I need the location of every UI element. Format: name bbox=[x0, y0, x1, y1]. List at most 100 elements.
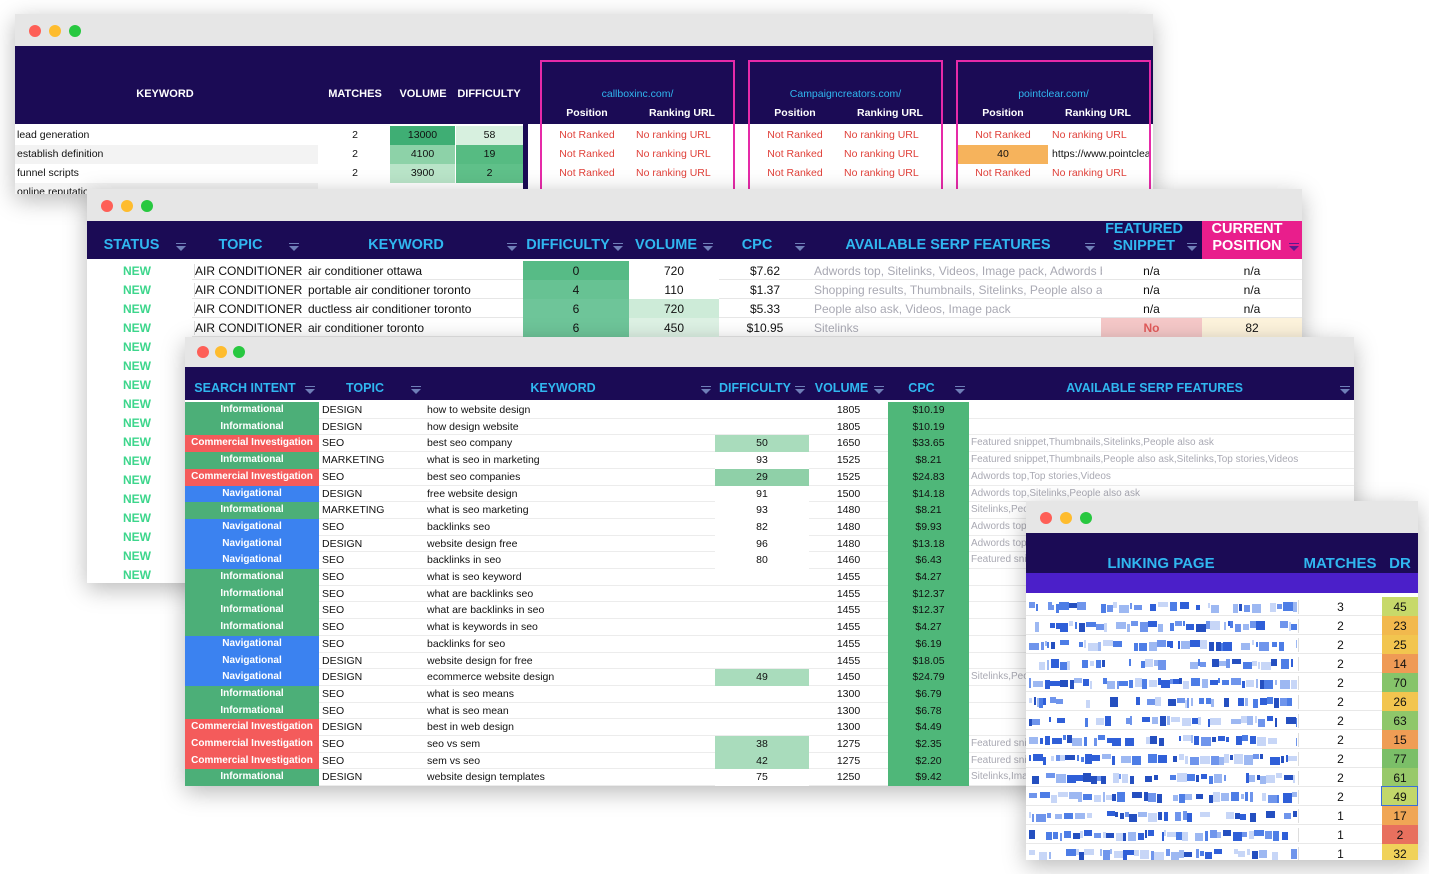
filter-icon[interactable] bbox=[289, 246, 299, 251]
linking-page-url-redacted[interactable] bbox=[1029, 849, 1297, 860]
linking-page-url-redacted[interactable] bbox=[1029, 678, 1297, 689]
difficulty-header[interactable]: DIFFICULTY bbox=[719, 381, 791, 395]
intent-cell[interactable]: Informational bbox=[220, 604, 284, 615]
linking-page-url-redacted[interactable] bbox=[1029, 659, 1297, 670]
intent-cell[interactable]: Informational bbox=[220, 504, 284, 515]
intent-cell[interactable]: Informational bbox=[220, 404, 284, 415]
matches-header[interactable]: MATCHES bbox=[328, 88, 382, 100]
filter-icon[interactable] bbox=[1085, 246, 1095, 251]
featured-snippet-header[interactable]: FEATURED bbox=[1105, 221, 1183, 237]
keyword-cell[interactable]: best seo company bbox=[427, 437, 513, 449]
serp-features-header[interactable]: AVAILABLE SERP FEATURES bbox=[1066, 381, 1243, 395]
ranking-url-cell[interactable]: https://www.pointclear.com/ bbox=[1052, 148, 1149, 160]
intent-cell[interactable]: Navigational bbox=[222, 521, 282, 532]
maximize-icon[interactable] bbox=[141, 200, 153, 212]
keyword-cell[interactable]: lead generation bbox=[17, 129, 90, 141]
intent-cell[interactable]: Navigational bbox=[222, 554, 282, 565]
intent-cell[interactable]: Navigational bbox=[222, 488, 282, 499]
keyword-cell[interactable]: what is seo mean bbox=[427, 705, 509, 717]
intent-cell[interactable]: Navigational bbox=[222, 671, 282, 682]
difficulty-header[interactable]: DIFFICULTY bbox=[526, 237, 610, 253]
keyword-cell[interactable]: best seo companies bbox=[427, 471, 521, 483]
filter-icon[interactable] bbox=[701, 389, 711, 394]
maximize-icon[interactable] bbox=[1080, 512, 1092, 524]
competitor-domain[interactable]: pointclear.com/ bbox=[1018, 88, 1089, 100]
position-header[interactable]: Position bbox=[774, 107, 816, 119]
linking-page-url-redacted[interactable] bbox=[1029, 830, 1297, 841]
intent-cell[interactable]: Informational bbox=[220, 621, 284, 632]
keyword-cell[interactable]: website design templates bbox=[427, 771, 545, 783]
keyword-cell[interactable]: seo vs sem bbox=[427, 738, 481, 750]
competitor-domain[interactable]: callboxinc.com/ bbox=[601, 88, 674, 100]
filter-icon[interactable] bbox=[703, 246, 713, 251]
linking-page-url-redacted[interactable] bbox=[1029, 735, 1297, 746]
current-position-header[interactable]: CURRENT bbox=[1211, 221, 1283, 237]
intent-cell[interactable]: Informational bbox=[220, 588, 284, 599]
keyword-cell[interactable]: best in web design bbox=[427, 721, 514, 733]
minimize-icon[interactable] bbox=[121, 200, 133, 212]
keyword-cell[interactable]: what is seo means bbox=[427, 688, 514, 700]
status-header[interactable]: STATUS bbox=[103, 237, 160, 253]
filter-icon[interactable] bbox=[1289, 246, 1299, 251]
intent-cell[interactable]: Commercial Investigation bbox=[191, 471, 313, 482]
serp-features-header[interactable]: AVAILABLE SERP FEATURES bbox=[845, 237, 1051, 253]
keyword-cell[interactable]: what are backlinks seo bbox=[427, 588, 534, 600]
close-icon[interactable] bbox=[101, 200, 113, 212]
volume-header[interactable]: VOLUME bbox=[814, 381, 869, 395]
ranking-url-header[interactable]: Ranking URL bbox=[857, 107, 923, 119]
competitor-domain[interactable]: Campaigncreators.com/ bbox=[789, 88, 902, 100]
dr-header[interactable]: DR bbox=[1389, 555, 1411, 572]
keyword-cell[interactable]: what is keywords in seo bbox=[427, 621, 538, 633]
keyword-header[interactable]: KEYWORD bbox=[530, 381, 596, 395]
close-icon[interactable] bbox=[29, 25, 41, 37]
linking-page-url-redacted[interactable] bbox=[1029, 716, 1297, 727]
keyword-cell[interactable]: sem vs seo bbox=[427, 755, 481, 767]
intent-cell[interactable]: Commercial Investigation bbox=[191, 437, 313, 448]
filter-icon[interactable] bbox=[176, 246, 186, 251]
keyword-cell[interactable]: backlinks for seo bbox=[427, 638, 506, 650]
keyword-cell[interactable]: what is seo keyword bbox=[427, 571, 522, 583]
ranking-url-header[interactable]: Ranking URL bbox=[649, 107, 715, 119]
volume-header[interactable]: VOLUME bbox=[634, 237, 698, 253]
filter-icon[interactable] bbox=[305, 389, 315, 394]
linking-page-url-redacted[interactable] bbox=[1029, 792, 1297, 803]
intent-cell[interactable]: Informational bbox=[220, 705, 284, 716]
intent-cell[interactable]: Informational bbox=[220, 571, 284, 582]
linking-page-url-redacted[interactable] bbox=[1029, 754, 1297, 765]
intent-cell[interactable]: Informational bbox=[220, 688, 284, 699]
linking-page-header[interactable]: LINKING PAGE bbox=[1107, 555, 1215, 572]
linking-page-url-redacted[interactable] bbox=[1029, 773, 1297, 784]
cpc-header[interactable]: CPC bbox=[741, 237, 773, 253]
filter-icon[interactable] bbox=[1187, 246, 1197, 251]
linking-page-url-redacted[interactable] bbox=[1029, 697, 1297, 708]
maximize-icon[interactable] bbox=[233, 346, 245, 358]
filter-icon[interactable] bbox=[411, 389, 421, 394]
keyword-header[interactable]: KEYWORD bbox=[368, 237, 444, 253]
topic-header[interactable]: TOPIC bbox=[346, 381, 384, 395]
keyword-cell[interactable]: website design for free bbox=[427, 655, 533, 667]
intent-cell[interactable]: Commercial Investigation bbox=[191, 721, 313, 732]
keyword-cell[interactable]: website design free bbox=[427, 538, 518, 550]
keyword-cell[interactable]: what are backlinks in seo bbox=[427, 604, 545, 616]
intent-cell[interactable]: Informational bbox=[220, 421, 284, 432]
keyword-cell[interactable]: what is seo in marketing bbox=[427, 454, 540, 466]
filter-icon[interactable] bbox=[1340, 389, 1350, 394]
keyword-cell[interactable]: ecommerce website design bbox=[427, 671, 555, 683]
filter-icon[interactable] bbox=[874, 389, 884, 394]
close-icon[interactable] bbox=[197, 346, 209, 358]
volume-header[interactable]: VOLUME bbox=[399, 88, 447, 100]
minimize-icon[interactable] bbox=[49, 25, 61, 37]
intent-cell[interactable]: Informational bbox=[220, 771, 284, 782]
linking-page-url-redacted[interactable] bbox=[1029, 621, 1297, 632]
linking-page-url-redacted[interactable] bbox=[1029, 602, 1297, 613]
search-intent-header[interactable]: SEARCH INTENT bbox=[194, 381, 296, 395]
maximize-icon[interactable] bbox=[69, 25, 81, 37]
linking-page-url-redacted[interactable] bbox=[1029, 811, 1297, 822]
keyword-cell[interactable]: portable air conditioner toronto bbox=[308, 283, 471, 297]
intent-cell[interactable]: Informational bbox=[220, 454, 284, 465]
intent-cell[interactable]: Navigational bbox=[222, 538, 282, 549]
minimize-icon[interactable] bbox=[1060, 512, 1072, 524]
topic-header[interactable]: TOPIC bbox=[218, 237, 263, 253]
filter-icon[interactable] bbox=[507, 246, 517, 251]
filter-icon[interactable] bbox=[613, 246, 623, 251]
